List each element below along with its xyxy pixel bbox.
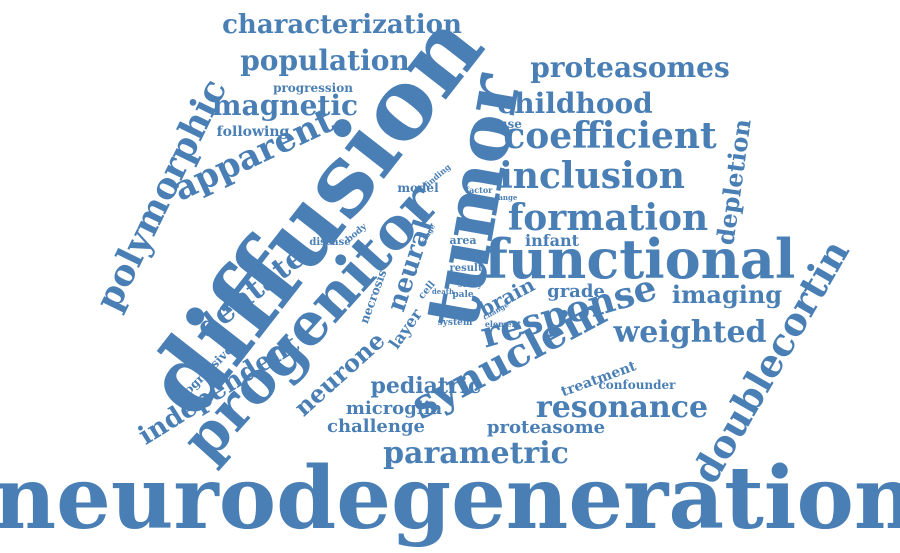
word-proteasome: proteasome: [487, 417, 605, 438]
word-result: result: [450, 263, 483, 274]
word-characterization: characterization: [222, 10, 462, 40]
word-imaging: imaging: [672, 280, 782, 309]
word-childhood: childhood: [497, 87, 653, 120]
word-inclusion: inclusion: [499, 155, 685, 197]
word-proteasomes: proteasomes: [530, 51, 730, 84]
word-model: model: [397, 181, 439, 195]
word-parametric: parametric: [383, 436, 569, 471]
word-disease: disease: [309, 237, 350, 248]
word-formation: formation: [508, 197, 708, 239]
word-death: death: [432, 287, 454, 296]
word-confounder: confounder: [599, 378, 677, 392]
word-pale: pale: [452, 290, 474, 300]
word-range: range: [495, 193, 518, 202]
word-progression: progression: [273, 81, 353, 95]
word-weighted: weighted: [612, 315, 766, 350]
word-study: study: [458, 279, 483, 289]
word-functional: functional: [485, 227, 796, 291]
word-challenge: challenge: [327, 416, 425, 437]
word-mouse: mouse: [478, 117, 522, 131]
word-infant: infant: [525, 231, 580, 250]
word-resonance: resonance: [536, 390, 708, 425]
word-population: population: [240, 44, 410, 77]
word-system: system: [438, 318, 473, 328]
word-grade: grade: [547, 281, 605, 302]
word-element: element: [485, 319, 522, 329]
word-neurodegeneration: neurodegeneration: [0, 448, 900, 549]
word-magnetic: magnetic: [212, 89, 358, 122]
word-factor: factor: [466, 185, 494, 195]
word-microglia: microglia: [346, 398, 443, 419]
word-area: area: [449, 234, 476, 247]
word-coefficient: coefficient: [503, 115, 717, 157]
word-following: following: [217, 124, 290, 140]
word-pediatric: pediatric: [371, 373, 482, 399]
